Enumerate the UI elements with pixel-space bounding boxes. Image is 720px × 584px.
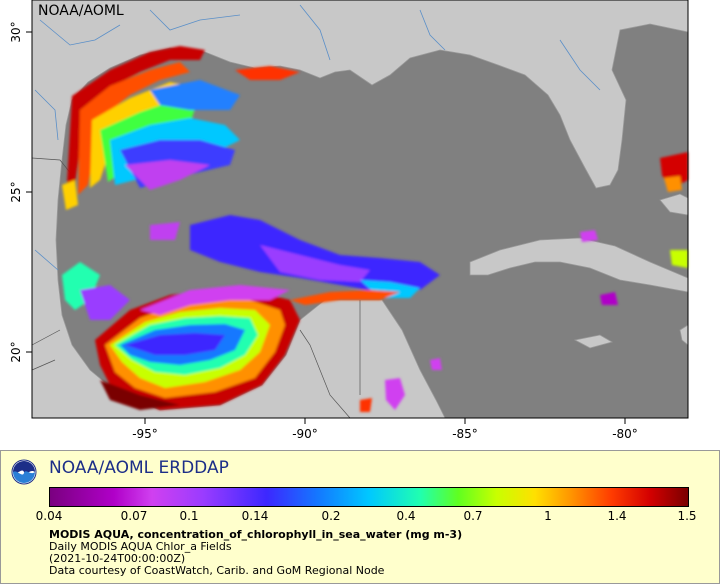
- rivers: [34, 4, 601, 271]
- colorbar-label: 0.2: [321, 509, 341, 523]
- variable-title: MODIS AQUA, concentration_of_chlorophyll…: [49, 528, 463, 541]
- colorbar-label: 0.04: [35, 509, 63, 523]
- lat-tick-label: 25°: [9, 181, 23, 202]
- dataset-name: Daily MODIS AQUA Chlor_a Fields: [49, 540, 232, 553]
- lat-tick-label: 30°: [9, 21, 23, 42]
- colorbar-label: 0.4: [396, 509, 416, 523]
- map-watermark: NOAA/AOML: [38, 3, 124, 19]
- tick-marks: [26, 31, 626, 424]
- lon-tick-label: -95°: [132, 427, 158, 441]
- lat-tick-label: 20°: [9, 341, 23, 362]
- dataset-time: (2021-10-24T00:00:00Z): [49, 552, 186, 565]
- legend-panel: NOAA/AOML ERDDAP 0.04 0.07 0.1 0.14 0.2 …: [0, 450, 720, 584]
- colorbar-label: 0.14: [241, 509, 269, 523]
- colorbar-label: 0.1: [179, 509, 199, 523]
- lon-tick-label: -80°: [612, 427, 638, 441]
- land-cuba: [469, 237, 689, 293]
- colorbar-label: 0.07: [120, 509, 148, 523]
- lat-tick-labels: 30° 25° 20°: [9, 21, 23, 362]
- lon-tick-labels: -95° -90° -85° -80°: [132, 427, 638, 441]
- colorbar-label: 1: [544, 509, 552, 523]
- land-jamaica: [573, 334, 614, 349]
- noaa-logo-icon: [11, 459, 37, 485]
- lon-tick-label: -85°: [452, 427, 478, 441]
- lon-tick-label: -90°: [292, 427, 318, 441]
- map-plot: -95° -90° -85° -80° 30° 25° 20°: [9, 0, 689, 441]
- plot-border: [31, 0, 689, 419]
- map-frame: -95° -90° -85° -80° 30° 25° 20° NOAA/AOM…: [9, 0, 689, 441]
- colorbar: [49, 487, 689, 507]
- colorbar-label: 1.5: [677, 509, 697, 523]
- colorbar-label: 0.7: [463, 509, 483, 523]
- data-credit: Data courtesy of CoastWatch, Carib. and …: [49, 564, 385, 577]
- chlorophyll-field: [62, 46, 688, 412]
- colorbar-label: 1.4: [607, 509, 627, 523]
- erddap-title: NOAA/AOML ERDDAP: [49, 458, 229, 478]
